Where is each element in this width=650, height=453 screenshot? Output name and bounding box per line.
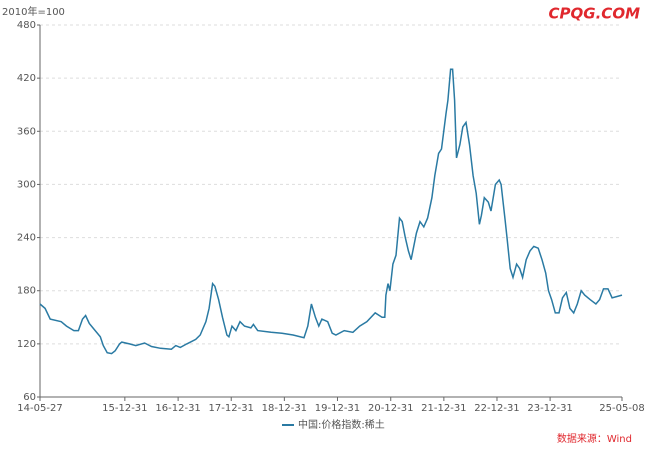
x-tick-label: 16-12-31: [155, 403, 200, 414]
x-tick-label: 25-05-08: [599, 403, 644, 414]
unit-label: 2010年=100: [2, 5, 65, 18]
x-tick-label: 18-12-31: [262, 403, 307, 414]
y-tick-label: 180: [17, 286, 36, 297]
line: [39, 68, 623, 355]
x-tick-label: 20-12-31: [368, 403, 413, 414]
x-tick-label: 15-12-31: [102, 403, 147, 414]
x-tick-label: 17-12-31: [209, 403, 254, 414]
y-tick-label: 480: [17, 20, 36, 31]
y-tick-label: 60: [23, 392, 36, 403]
watermark: CPQG.COM: [549, 5, 641, 23]
legend-label: 中国:价格指数:稀土: [298, 418, 385, 431]
y-tick-label: 420: [17, 73, 36, 84]
x-tick-label: 19-12-31: [315, 403, 360, 414]
x-tick-label: 22-12-31: [474, 403, 519, 414]
y-tick-label: 360: [17, 126, 36, 137]
y-tick-label: 240: [17, 233, 36, 244]
y-tick-label: 120: [17, 339, 36, 350]
y-tick-label: 300: [17, 179, 36, 190]
x-tick-label: 14-05-27: [17, 403, 62, 414]
source: 数据来源：Wind: [557, 432, 632, 445]
x-tick-label: 21-12-31: [421, 403, 466, 414]
x-tick-label: 23-12-31: [527, 403, 572, 414]
